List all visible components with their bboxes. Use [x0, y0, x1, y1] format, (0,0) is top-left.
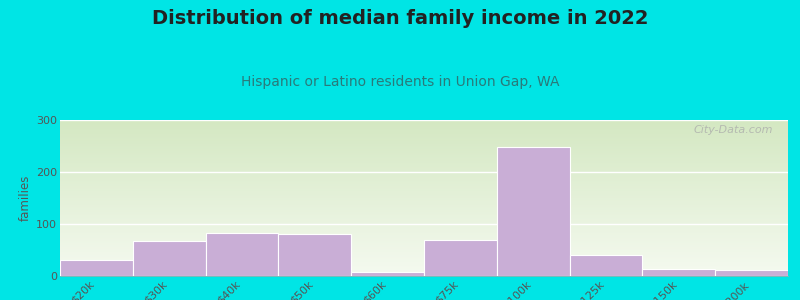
Bar: [570, 255, 642, 276]
Bar: [351, 272, 424, 276]
Bar: [715, 270, 788, 276]
Bar: [206, 233, 278, 276]
Bar: [497, 147, 570, 276]
Text: Hispanic or Latino residents in Union Gap, WA: Hispanic or Latino residents in Union Ga…: [241, 75, 559, 89]
Text: City-Data.com: City-Data.com: [694, 125, 774, 135]
Bar: [424, 240, 497, 276]
Y-axis label: families: families: [19, 175, 32, 221]
Bar: [278, 234, 351, 276]
Bar: [642, 269, 715, 276]
Bar: [60, 260, 133, 276]
Bar: [133, 241, 206, 276]
Text: Distribution of median family income in 2022: Distribution of median family income in …: [152, 9, 648, 28]
